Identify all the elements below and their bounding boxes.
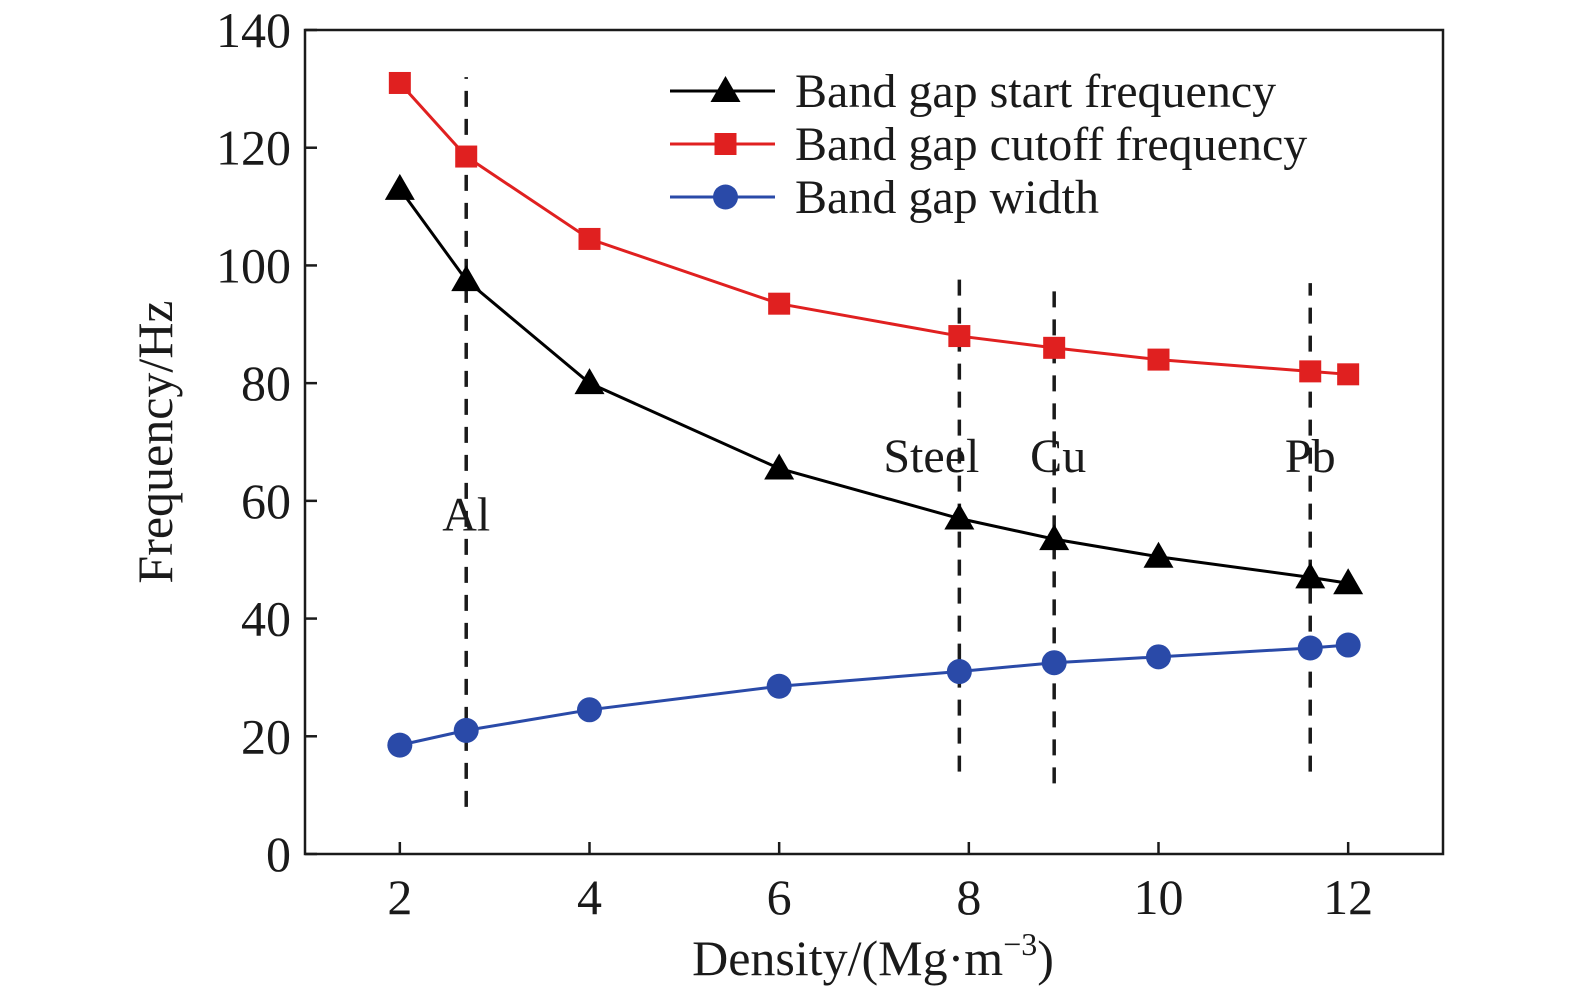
data-point-start-frequency [574, 368, 605, 395]
data-point-width [1297, 635, 1323, 661]
data-point-cutoff-frequency [768, 292, 791, 315]
y-tick-label: 100 [216, 237, 291, 293]
data-point-width [766, 673, 792, 699]
data-point-cutoff-frequency [1147, 348, 1170, 371]
x-axis-ticks: 2 4 6 8 10 12 [387, 842, 1373, 925]
legend-marker-cutoff-frequency [714, 133, 737, 155]
data-point-start-frequency [944, 503, 975, 530]
series-line-width [399, 643, 1349, 747]
y-tick-label: 60 [241, 473, 291, 529]
data-point-cutoff-frequency [948, 325, 971, 348]
data-point-start-frequency [384, 173, 415, 200]
data-point-cutoff-frequency [1337, 363, 1360, 386]
series-layer [384, 71, 1364, 758]
data-point-width [1335, 632, 1361, 658]
data-point-width [1041, 650, 1067, 676]
data-point-width [387, 732, 413, 758]
y-tick-label: 40 [241, 591, 291, 647]
series-line-start-frequency [398, 188, 1349, 585]
x-axis-title: Density/(Mg·m−3) [692, 926, 1054, 986]
data-point-width [1146, 644, 1171, 670]
data-point-start-frequency [1295, 562, 1326, 589]
y-tick-label: 0 [266, 826, 291, 882]
series-start-frequency [384, 173, 1364, 595]
reference-label-al: Al [442, 489, 490, 542]
data-point-cutoff-frequency [1043, 336, 1066, 359]
plot-frame [303, 28, 1445, 856]
data-point-cutoff-frequency [578, 227, 601, 250]
legend-label-cutoff-frequency: Band gap cutoff frequency [795, 118, 1307, 171]
x-tick-label: 6 [767, 869, 792, 925]
legend-label-width: Band gap width [795, 171, 1099, 224]
x-tick-label: 4 [577, 869, 602, 925]
data-point-width [577, 697, 602, 723]
reference-label-pb: Pb [1285, 430, 1336, 483]
data-point-cutoff-frequency [455, 145, 478, 168]
x-axis-title-superscript: −3 [1003, 926, 1037, 962]
y-tick-label: 80 [241, 355, 291, 411]
data-point-cutoff-frequency [1299, 360, 1322, 383]
x-tick-label: 8 [956, 869, 981, 925]
x-tick-label: 12 [1323, 869, 1373, 925]
legend-marker-start-frequency [710, 76, 741, 102]
data-point-start-frequency [1143, 541, 1174, 568]
data-point-start-frequency [1333, 568, 1364, 595]
x-tick-label: 10 [1134, 869, 1184, 925]
series-cutoff-frequency [388, 71, 1360, 386]
legend-marker-width [713, 184, 738, 210]
data-point-width [453, 717, 479, 743]
reference-label-steel: Steel [883, 430, 979, 483]
data-point-start-frequency [764, 453, 795, 480]
legend-label-start-frequency: Band gap start frequency [795, 65, 1276, 118]
y-tick-label: 20 [241, 708, 291, 764]
y-axis-title: Frequency/Hz [127, 300, 183, 583]
x-tick-label: 2 [387, 869, 412, 925]
reference-label-cu: Cu [1030, 430, 1086, 483]
data-point-width [946, 659, 972, 685]
y-tick-label: 120 [216, 120, 291, 176]
data-point-cutoff-frequency [388, 71, 411, 94]
y-axis-ticks: 0 20 40 60 80 100 120 140 [216, 2, 317, 882]
series-width [387, 632, 1361, 758]
y-tick-label: 140 [216, 2, 291, 58]
data-point-start-frequency [451, 265, 482, 292]
data-point-start-frequency [1039, 524, 1070, 551]
